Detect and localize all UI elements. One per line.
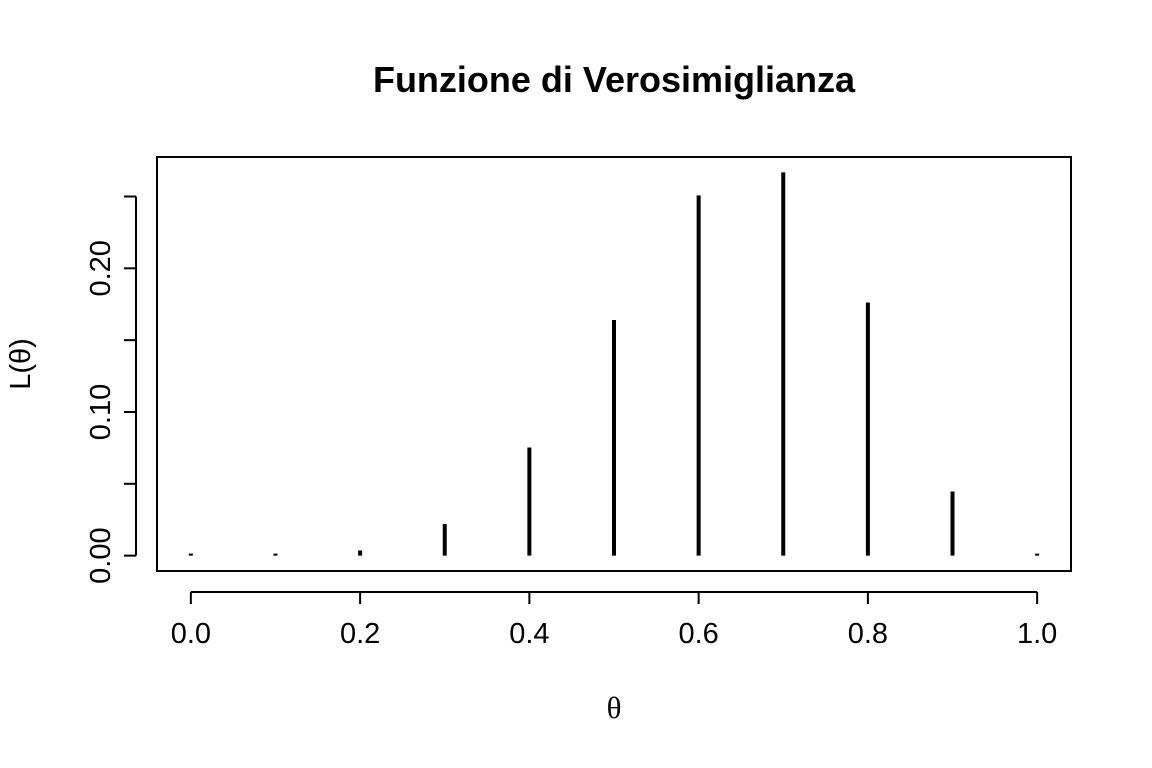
x-tick-label: 0.0 [171, 618, 211, 650]
x-tick-label: 0.6 [678, 618, 718, 650]
x-axis-label: θ [607, 690, 622, 725]
y-tick-label: 0.10 [85, 384, 117, 440]
x-axis: 0.0 0.2 0.4 0.6 0.8 1.0 [171, 591, 1057, 650]
y-axis-label: L(θ) [5, 338, 37, 390]
x-tick-label: 0.4 [509, 618, 549, 650]
chart-title: Funzione di Verosimiglianza [373, 59, 856, 100]
x-tick-label: 0.8 [848, 618, 888, 650]
y-tick-label: 0.20 [85, 240, 117, 296]
y-axis: 0.00 0.10 0.20 [85, 195, 137, 584]
x-tick-label: 0.2 [340, 618, 380, 650]
plot-frame [156, 156, 1072, 572]
bars-group [188, 172, 1040, 556]
y-tick-label: 0.00 [85, 527, 117, 583]
x-tick-label: 1.0 [1017, 618, 1057, 650]
